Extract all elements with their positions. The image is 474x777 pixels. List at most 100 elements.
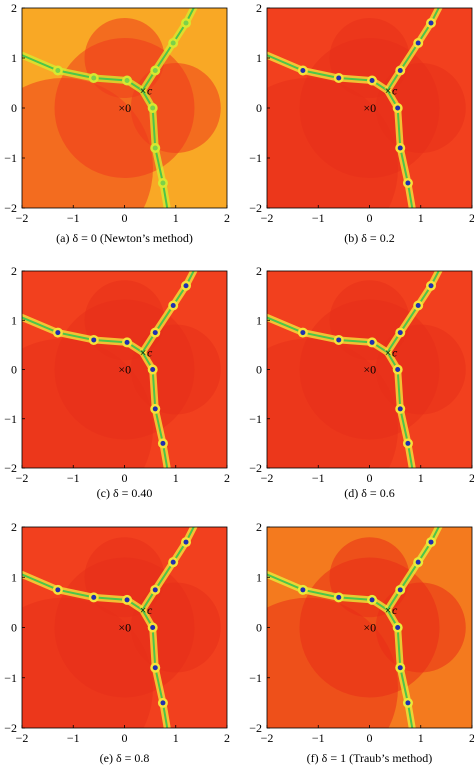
y-tick-label: 2 (256, 264, 262, 278)
y-tick-label: −1 (249, 151, 262, 165)
y-tick-label: 0 (256, 363, 262, 377)
fractal-node (415, 559, 421, 565)
x-tick-label: 0 (367, 211, 373, 225)
x-tick-label: 0 (122, 211, 128, 225)
caption: (b) δ = 0.2 (344, 231, 394, 245)
x-tick-label: −1 (312, 731, 325, 745)
fractal-node (395, 367, 401, 372)
y-tick-label: −1 (4, 412, 17, 426)
x-tick-label: −2 (261, 471, 274, 485)
fractal-node (395, 105, 401, 111)
fractal-node (369, 78, 375, 83)
x-tick-label: −2 (16, 731, 29, 745)
fractal-node (428, 539, 434, 545)
fractal-node (183, 20, 189, 26)
x-tick-label: −2 (261, 211, 274, 225)
y-tick-label: 1 (256, 570, 262, 584)
fractal-bulb (163, 728, 173, 738)
y-tick-label: 2 (256, 520, 262, 534)
fractal-node (336, 594, 342, 600)
basin-blob (267, 78, 398, 208)
y-tick-label: 0 (11, 101, 17, 115)
fractal-node (160, 180, 166, 186)
y-tick-label: −2 (4, 721, 17, 735)
x-tick-label: 1 (173, 211, 179, 225)
y-tick-label: 2 (256, 1, 262, 15)
y-tick-label: 2 (11, 1, 17, 15)
basin-blob (267, 597, 398, 728)
x-tick-label: 0 (367, 471, 373, 485)
x-tick-label: −2 (261, 731, 274, 745)
c-label: ×c (384, 345, 398, 359)
fractal-node (411, 211, 416, 216)
c-label: ×c (139, 603, 153, 617)
fractal-bulb (408, 728, 418, 738)
fractal-node (124, 597, 130, 603)
fractal-node (439, 1, 444, 6)
x-tick-label: 0 (122, 471, 128, 485)
fractal-node (160, 700, 166, 706)
fractal-node (91, 594, 97, 600)
fractal-node (152, 68, 158, 73)
y-tick-label: −1 (4, 671, 17, 685)
fractal-bulb (163, 208, 173, 218)
x-tick-label: 2 (469, 471, 474, 485)
c-label: ×c (384, 603, 398, 617)
x-tick-label: 1 (173, 471, 179, 485)
origin-label: ×0 (363, 363, 376, 377)
fractal-node (55, 587, 61, 593)
y-tick-label: 1 (256, 313, 262, 327)
fractal-node (428, 20, 434, 26)
basin-blob (22, 597, 153, 728)
y-tick-label: 2 (11, 520, 17, 534)
origin-label: ×0 (118, 101, 131, 115)
y-tick-label: 0 (256, 101, 262, 115)
x-tick-label: −1 (67, 211, 80, 225)
x-tick-label: −1 (312, 471, 325, 485)
y-tick-label: −1 (249, 412, 262, 426)
fractal-node (91, 337, 97, 343)
fractal-panel (267, 527, 472, 738)
y-tick-label: 1 (256, 51, 262, 65)
origin-label: ×0 (363, 621, 376, 635)
fractal-bulb (408, 208, 418, 218)
caption: (d) δ = 0.6 (344, 486, 394, 500)
fractal-node (166, 731, 171, 736)
fractal-bulb (412, 467, 414, 468)
y-tick-label: 1 (11, 51, 17, 65)
fractal-node (369, 597, 375, 603)
fractal-node (124, 78, 130, 83)
fractal-node (336, 75, 342, 81)
x-tick-label: −2 (16, 471, 29, 485)
fractal-node (166, 211, 171, 216)
fractal-node (336, 337, 342, 343)
fractal-node (55, 330, 61, 336)
fractal-node (170, 302, 176, 308)
fractal-node (183, 539, 189, 545)
caption: (a) δ = 0 (Newton’s method) (56, 231, 193, 245)
basin-blob (267, 338, 398, 468)
y-tick-label: −2 (249, 201, 262, 215)
fractal-node (152, 330, 158, 336)
fractal-node (170, 40, 176, 46)
fractal-node (91, 75, 97, 81)
fractal-node (397, 330, 403, 336)
fractal-node (397, 665, 403, 671)
x-tick-label: 2 (469, 211, 474, 225)
y-tick-label: −2 (4, 461, 17, 475)
fractal-node (194, 519, 199, 524)
fractal-node (397, 587, 403, 593)
fractal-node (415, 40, 421, 46)
fractal-node (395, 625, 401, 630)
fractal-node (397, 68, 403, 73)
fractal-node (194, 264, 199, 269)
basin-blob (22, 78, 153, 208)
caption: (e) δ = 0.8 (100, 751, 150, 765)
caption: (c) δ = 0.40 (97, 486, 153, 500)
y-tick-label: 2 (11, 264, 17, 278)
basin-blob (22, 338, 153, 468)
c-label: ×c (139, 345, 153, 359)
c-label: ×c (139, 84, 153, 98)
fractal-panel (267, 1, 472, 218)
y-tick-label: 0 (256, 621, 262, 635)
